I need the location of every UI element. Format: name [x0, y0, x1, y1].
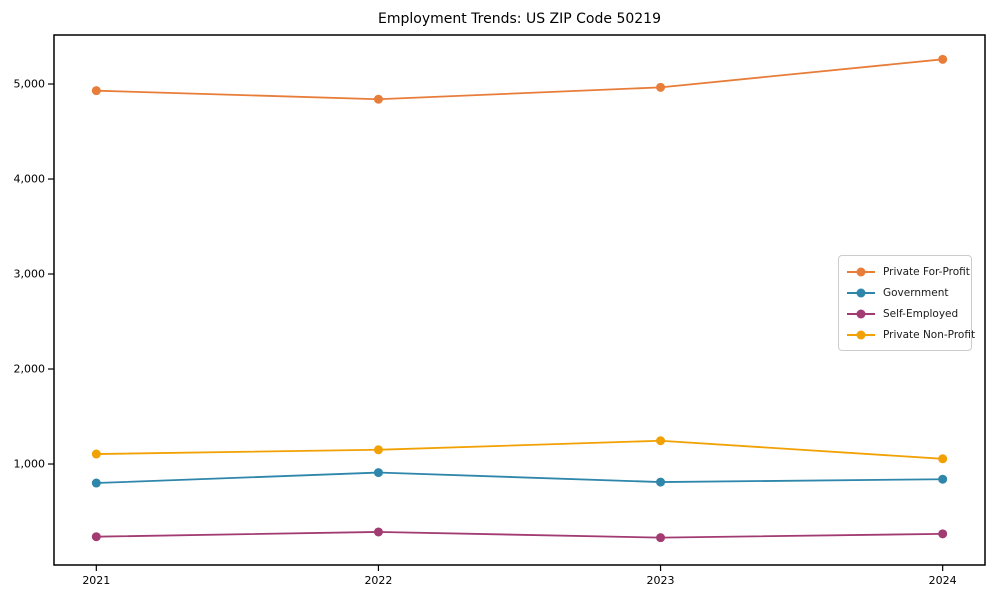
legend-label: Government — [883, 286, 949, 299]
data-point-marker — [938, 474, 948, 484]
data-point-marker — [656, 436, 666, 446]
y-tick-label: 3,000 — [14, 268, 46, 281]
data-point-marker — [91, 86, 101, 96]
data-point-marker — [91, 478, 101, 488]
legend: Private For-Profit Government Self-Employe… — [838, 255, 975, 351]
data-point-marker — [938, 454, 948, 464]
legend-marker-icon — [856, 267, 866, 276]
y-tick-label: 4,000 — [14, 173, 46, 186]
data-point-marker — [373, 527, 383, 537]
x-tick-label: 2024 — [929, 574, 957, 587]
legend-label: Self-Employed — [883, 307, 959, 320]
y-tick-label: 1,000 — [14, 458, 46, 471]
x-tick-label: 2021 — [82, 574, 110, 587]
legend-swatch-line-icon — [847, 330, 875, 339]
legend-label: Private For-Profit — [883, 265, 970, 278]
legend-label: Private Non-Profit — [883, 328, 976, 341]
legend-entry: Self-Employed — [846, 303, 963, 324]
legend-swatch-line-icon — [847, 267, 875, 276]
legend-marker-icon — [856, 330, 866, 339]
legend-marker-icon — [856, 288, 866, 297]
data-point-marker — [91, 449, 101, 459]
legend-entry: Private For-Profit — [846, 261, 970, 282]
series-line-private-non-profit — [95, 439, 944, 460]
data-point-marker — [656, 477, 666, 487]
y-tick-label: 5,000 — [14, 78, 46, 91]
legend-swatch-line-icon — [847, 288, 875, 297]
data-point-marker — [938, 529, 948, 539]
axes-spines — [53, 34, 986, 566]
legend-marker-icon — [856, 309, 866, 318]
x-tick-label: 2022 — [364, 574, 392, 587]
data-point-marker — [656, 82, 666, 92]
y-tick-label: 2,000 — [14, 363, 46, 376]
legend-entry: Government — [846, 282, 963, 303]
series-line-private-for-profit — [95, 58, 944, 101]
legend-swatch-line-icon — [847, 309, 875, 318]
data-point-marker — [656, 533, 666, 543]
data-point-marker — [938, 54, 948, 64]
data-point-marker — [373, 94, 383, 104]
legend-entry: Private Non-Profit — [846, 324, 975, 345]
chart-title: Employment Trends: US ZIP Code 50219 — [378, 11, 661, 27]
data-point-marker — [373, 445, 383, 455]
data-point-marker — [373, 468, 383, 478]
series-line-self-employed — [95, 531, 944, 539]
series-line-government — [95, 471, 944, 484]
x-tick-label: 2023 — [647, 574, 675, 587]
data-point-marker — [91, 532, 101, 542]
